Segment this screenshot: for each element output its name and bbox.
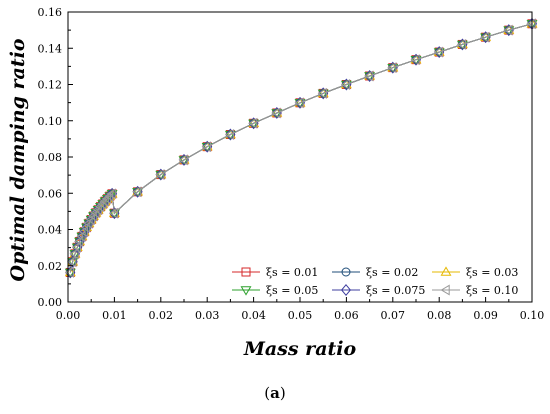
x-tick-label: 0.07 [381, 309, 406, 322]
y-tick-label: 0.08 [38, 151, 63, 164]
data-point [69, 248, 79, 260]
data-point [178, 154, 188, 166]
data-point [76, 230, 86, 242]
x-tick-label: 0.03 [195, 309, 220, 322]
data-point [526, 18, 536, 30]
legend-marker [240, 286, 252, 296]
data-point [99, 195, 109, 207]
data-point [104, 190, 114, 202]
data-point [132, 186, 142, 198]
series-line [69, 23, 533, 273]
series-line [69, 23, 533, 273]
series-1 [65, 19, 537, 277]
legend-label: ξs = 0.01 [266, 266, 318, 279]
x-axis-title: Mass ratio [243, 338, 357, 360]
y-tick-label: 0.12 [38, 79, 63, 92]
data-point [480, 31, 490, 43]
legend-label: ξs = 0.05 [266, 284, 318, 297]
x-axis-ticks: 0.00 0.01 0.02 0.03 0.04 0.05 0.06 0.07 0.08 0.09… [56, 297, 545, 322]
series-5 [64, 18, 536, 278]
y-tick-label: 0.10 [38, 115, 63, 128]
x-tick-label: 0.01 [102, 309, 127, 322]
plot-frame [67, 11, 533, 303]
series-line [69, 23, 533, 273]
legend-label: ξs = 0.075 [366, 284, 425, 297]
legend-marker [241, 267, 251, 277]
data-point [80, 221, 91, 233]
series-line [69, 23, 533, 273]
data-point [433, 46, 443, 58]
caption-close: ) [279, 384, 286, 402]
data-point [155, 169, 165, 181]
caption-letter: a [270, 384, 280, 402]
x-tick-label: 0.08 [427, 309, 452, 322]
series-line [69, 23, 533, 273]
legend-label: ξs = 0.10 [466, 284, 518, 297]
data-point [271, 107, 281, 119]
legend-item: ξs = 0.01 [232, 266, 318, 279]
y-tick-label: 0.16 [38, 6, 63, 19]
x-tick-label: 0.06 [334, 309, 359, 322]
legend-item: ξs = 0.02 [332, 266, 418, 279]
data-point [101, 193, 112, 205]
data-point [78, 226, 88, 238]
legend-item: ξs = 0.075 [332, 284, 425, 297]
figure-caption: (a) [0, 384, 550, 402]
data-point [224, 129, 235, 141]
legend-item: ξs = 0.03 [432, 266, 518, 279]
damping-ratio-chart: 0.00 0.01 0.02 0.03 0.04 0.05 0.06 0.07 0.08 0.09… [7, 6, 545, 360]
legend-label: ξs = 0.03 [466, 266, 518, 279]
x-tick-label: 0.05 [288, 309, 313, 322]
data-point [106, 188, 116, 200]
legend-marker [440, 284, 450, 296]
legend-marker [340, 284, 352, 296]
legend-marker [341, 267, 351, 277]
series-0 [65, 19, 537, 277]
data-point [248, 117, 258, 129]
data-point [294, 97, 304, 109]
y-tick-label: 0.14 [38, 42, 63, 55]
legend-item: ξs = 0.05 [232, 284, 318, 297]
data-point [340, 79, 351, 90]
data-point [64, 266, 75, 278]
data-point [456, 38, 467, 50]
data-point [364, 70, 374, 82]
y-tick-label: 0.00 [38, 296, 63, 309]
y-axis-title: Optimal damping ratio [7, 38, 29, 281]
series-line [69, 23, 533, 273]
y-tick-label: 0.02 [38, 260, 63, 273]
data-point [67, 256, 77, 268]
series-marks [64, 17, 538, 279]
x-tick-label: 0.09 [473, 309, 498, 322]
data-point [503, 24, 513, 36]
data-point [387, 62, 397, 74]
legend-marker [440, 266, 452, 276]
data-point [108, 207, 119, 219]
legend-item: ξs = 0.10 [432, 284, 518, 297]
x-tick-label: 0.02 [149, 309, 174, 322]
x-tick-label: 0.04 [241, 309, 266, 322]
legend: ξs = 0.01 ξs = 0.02 ξs = 0.03 ξs = 0.05 ξs =… [232, 266, 518, 297]
data-point [74, 235, 84, 247]
data-point [410, 54, 420, 66]
series-3 [64, 20, 538, 279]
data-point [317, 87, 327, 99]
x-tick-label: 0.10 [520, 309, 545, 322]
series-4 [65, 17, 538, 279]
x-tick-label: 0.00 [56, 309, 81, 322]
y-tick-label: 0.04 [38, 224, 63, 237]
data-point [71, 241, 81, 253]
y-axis-ticks: 0.00 0.02 0.04 0.06 0.08 0.10 0.12 0.14 0.16 [38, 6, 73, 309]
y-tick-label: 0.06 [38, 187, 63, 200]
legend-label: ξs = 0.02 [366, 266, 418, 279]
caption-open: ( [264, 384, 271, 402]
series-2 [64, 18, 538, 277]
data-point [201, 141, 211, 153]
